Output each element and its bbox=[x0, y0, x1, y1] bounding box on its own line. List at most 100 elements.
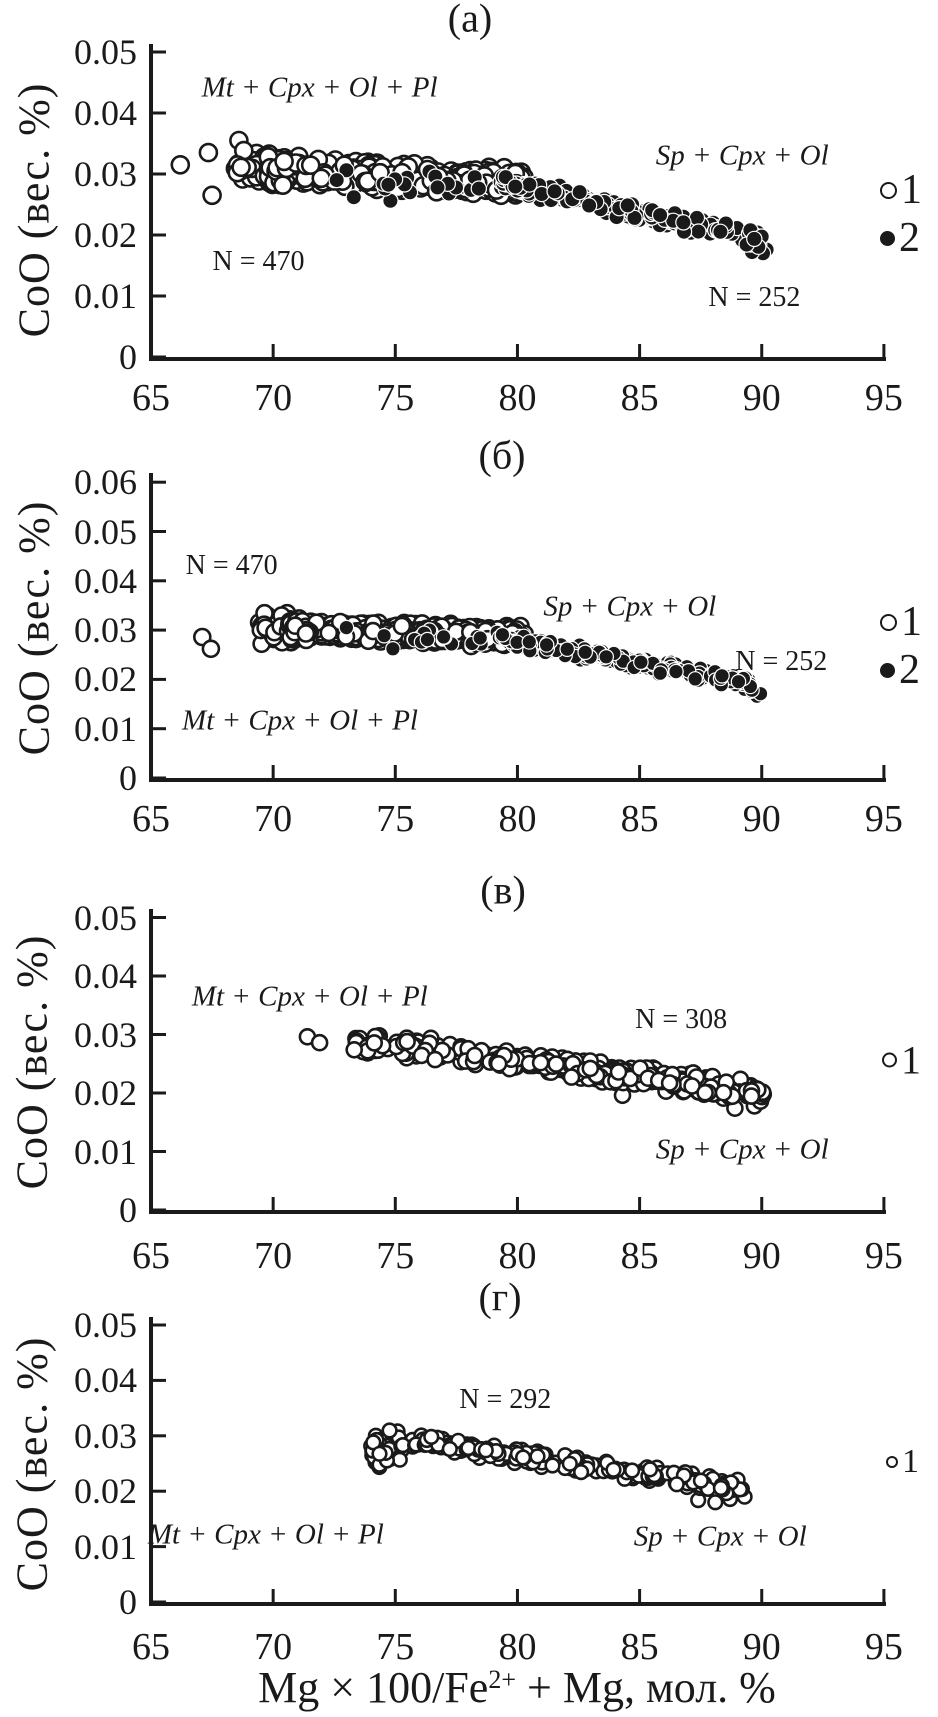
data-point-filled bbox=[746, 230, 763, 248]
sp-assemblage-label: Sp + Cpx + Ol bbox=[633, 1520, 807, 1553]
legend-label: 1 bbox=[902, 1443, 919, 1480]
legend-label: 2 bbox=[899, 215, 920, 261]
legend-filled-circle-icon bbox=[880, 230, 895, 246]
x-tick-label: 95 bbox=[864, 798, 903, 840]
data-point-filled bbox=[470, 180, 487, 197]
data-point-filled bbox=[626, 209, 643, 227]
y-axis-title-panel-a: CoO (вес. %) bbox=[9, 82, 59, 338]
data-point-filled bbox=[328, 171, 345, 189]
legend-label: 2 bbox=[899, 647, 920, 693]
sp-assemblage-label: Sp + Cpx + Ol bbox=[543, 590, 717, 623]
data-point-open bbox=[231, 157, 251, 178]
x-axis-title-suffix: + Mg, мол. % bbox=[516, 1663, 776, 1712]
sp-assemblage-label: Sp + Cpx + Ol bbox=[655, 1133, 829, 1166]
x-axis-title: Mg × 100/Fe2+ + Mg, мол. % bbox=[258, 1662, 776, 1713]
data-point-open bbox=[201, 639, 221, 659]
n-open-label: N = 308 bbox=[635, 1003, 728, 1035]
data-point-filled bbox=[580, 197, 598, 214]
y-tick-label: 0.06 bbox=[74, 462, 137, 503]
x-tick-label: 90 bbox=[742, 1235, 781, 1277]
y-tick-label: 0.05 bbox=[74, 32, 137, 72]
sp-assemblage-label: Sp + Cpx + Ol bbox=[655, 139, 829, 172]
x-tick-label: 65 bbox=[132, 798, 170, 840]
mt-assemblage-label: Mt + Cpx + Ol + Pl bbox=[191, 980, 428, 1013]
legend-item: 2 bbox=[880, 646, 920, 694]
panel-title: (г) bbox=[478, 1274, 522, 1320]
data-point-filled bbox=[338, 162, 355, 179]
y-tick-label: 0.05 bbox=[74, 897, 137, 938]
y-tick-label: 0 bbox=[119, 1190, 137, 1230]
x-tick-label: 65 bbox=[132, 1626, 170, 1668]
legend-open-circle-icon bbox=[886, 1456, 898, 1468]
data-point-open bbox=[300, 155, 321, 175]
data-point-filled bbox=[380, 176, 397, 193]
x-tick-label: 70 bbox=[254, 377, 293, 419]
legend-item: 1 bbox=[880, 166, 922, 214]
y-tick-label: 0 bbox=[119, 337, 137, 377]
panel-title: (а) bbox=[447, 0, 493, 41]
x-tick-label: 80 bbox=[498, 1235, 537, 1277]
y-axis-title-panel-g: CoO (вес. %) bbox=[7, 1336, 57, 1592]
x-tick-label: 85 bbox=[620, 798, 659, 840]
x-tick-label: 95 bbox=[864, 1626, 903, 1668]
x-tick-label: 95 bbox=[864, 1235, 903, 1277]
legend-open-circle-icon bbox=[880, 181, 897, 199]
data-point-filled bbox=[507, 178, 524, 195]
legend-item: 2 bbox=[880, 214, 920, 262]
y-axis-title-panel-b: CoO (вес. %) bbox=[9, 500, 59, 756]
y-axis-title-panel-v: CoO (вес. %) bbox=[7, 934, 57, 1190]
x-tick-label: 80 bbox=[498, 377, 537, 419]
data-point-open bbox=[274, 151, 294, 172]
n-filled-label: N = 252 bbox=[708, 281, 801, 313]
n-open-label: N = 470 bbox=[185, 550, 278, 581]
data-point-open bbox=[198, 142, 219, 163]
legend-item: 1 bbox=[880, 598, 922, 646]
data-point-filled bbox=[571, 183, 588, 201]
x-axis-title-prefix: Mg × 100/Fe bbox=[258, 1663, 489, 1712]
x-tick-label: 95 bbox=[864, 377, 903, 419]
panel-title: (б) bbox=[478, 432, 526, 478]
data-point-filled bbox=[619, 197, 636, 214]
legend-item: 1 bbox=[886, 1443, 919, 1481]
legend-label: 1 bbox=[901, 599, 922, 645]
data-point-open bbox=[170, 155, 191, 175]
x-axis-title-superscript: 2+ bbox=[488, 1665, 517, 1694]
x-tick-label: 65 bbox=[132, 377, 170, 419]
n-open-label: N = 470 bbox=[212, 245, 305, 277]
x-tick-label: 65 bbox=[132, 1235, 170, 1277]
x-tick-label: 75 bbox=[376, 798, 415, 840]
x-tick-label: 70 bbox=[254, 798, 293, 840]
legend-open-circle-icon bbox=[882, 1052, 897, 1068]
data-point-filled bbox=[429, 179, 446, 196]
data-point-filled bbox=[345, 188, 362, 206]
x-tick-label: 85 bbox=[620, 377, 659, 419]
panel-title: (в) bbox=[480, 867, 526, 913]
data-point-filled bbox=[546, 183, 563, 200]
x-tick-label: 75 bbox=[376, 1235, 415, 1277]
data-point-open bbox=[273, 175, 293, 195]
legend-item: 1 bbox=[882, 1037, 921, 1084]
x-tick-label: 90 bbox=[742, 377, 781, 419]
legend-label: 1 bbox=[901, 1037, 921, 1083]
x-tick-label: 85 bbox=[620, 1235, 659, 1277]
legend-label: 1 bbox=[901, 167, 922, 213]
x-tick-label: 70 bbox=[254, 1235, 293, 1277]
x-tick-label: 75 bbox=[376, 377, 415, 419]
data-point-filled bbox=[675, 214, 692, 231]
y-tick-label: 0 bbox=[119, 758, 137, 798]
mt-assemblage-label: Mt + Cpx + Ol + Pl bbox=[147, 1518, 384, 1551]
data-point-filled bbox=[651, 206, 669, 224]
n-open-label: N = 292 bbox=[459, 1383, 552, 1415]
legend-filled-circle-icon bbox=[880, 662, 895, 678]
n-filled-label: N = 252 bbox=[735, 646, 828, 678]
x-tick-label: 80 bbox=[498, 798, 537, 840]
data-point-filled bbox=[712, 223, 729, 240]
x-tick-label: 90 bbox=[742, 798, 781, 840]
mt-assemblage-label: Mt + Cpx + Ol + Pl bbox=[182, 704, 418, 737]
legend-open-circle-icon bbox=[880, 613, 897, 631]
mt-assemblage-label: Mt + Cpx + Ol + Pl bbox=[201, 71, 438, 104]
data-point-open bbox=[202, 185, 222, 206]
